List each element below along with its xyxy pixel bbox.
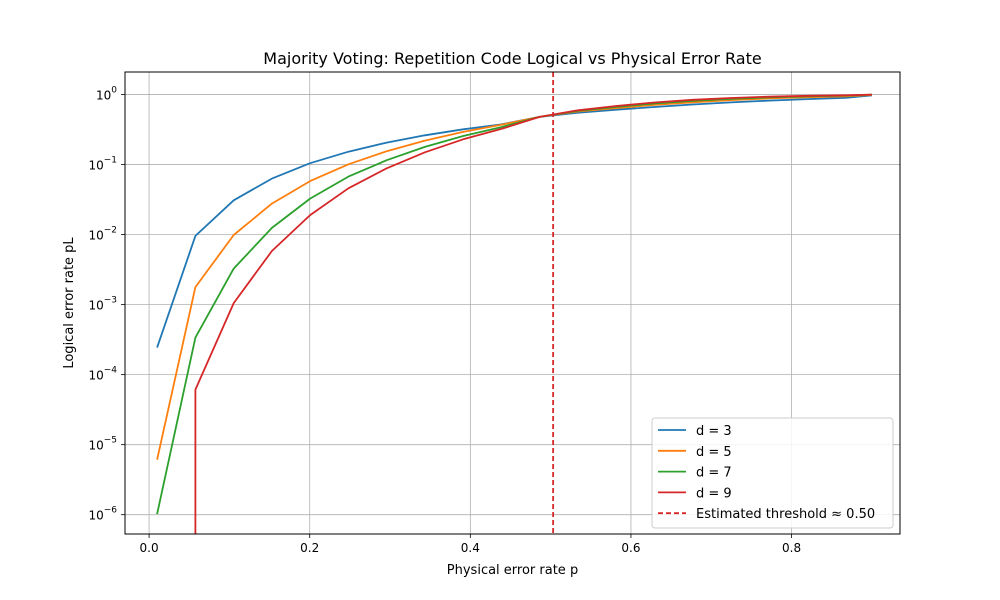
legend: d = 3 d = 5 d = 7 d = 9 Estimated threshold … [651,417,894,529]
x-tick-label: 0.6 [621,541,640,555]
y-tick-base: 10 [88,229,103,243]
axes-frame [124,71,901,535]
y-tick-exponent: −4 [104,366,118,376]
y-tick-base: 10 [88,369,103,383]
y-tick-label: 10−6 [88,506,117,523]
legend-label: Estimated threshold ≈ 0.50 [696,507,875,522]
x-tick-label: 0.0 [140,541,159,555]
legend-label: d = 7 [696,466,732,481]
x-tick-label: 0.8 [782,541,801,555]
y-tick-exponent: −5 [104,436,117,446]
series-line-d9 [194,93,872,534]
plot-lines [156,72,872,534]
y-tick-label: 10−3 [88,296,117,313]
legend-label: d = 9 [696,486,732,501]
y-tick-exponent: −2 [104,226,117,236]
legend-label: d = 5 [696,445,732,460]
y-tick-exponent: −1 [104,156,117,166]
x-tick-label: 0.4 [461,541,480,555]
y-axis-label: Logical error rate pL [62,237,77,369]
y-tick-exponent: −3 [104,296,117,306]
y-tick-label: 10−2 [88,226,117,243]
y-tick-label: 10−1 [88,156,117,173]
x-tick-label: 0.2 [300,541,319,555]
series-line-d5 [156,93,872,460]
y-tick-base: 10 [96,89,111,103]
y-tick-base: 10 [88,299,103,313]
y-tick-exponent: −6 [104,506,118,516]
x-axis-label: Physical error rate p [447,563,578,578]
y-tick-exponent: 0 [111,86,117,96]
y-tick-label: 100 [96,86,117,103]
y-tick-base: 10 [88,159,103,173]
y-tick-label: 10−5 [88,436,117,453]
y-tick-base: 10 [88,509,103,523]
y-tick-label: 10−4 [88,366,117,383]
chart-title: Majority Voting: Repetition Code Logical… [263,49,761,68]
y-tick-base: 10 [88,439,103,453]
legend-label: d = 3 [696,424,732,439]
ticks: 0.0 0.2 0.4 0.6 0.810010−110−210−310−410−510… [88,86,801,555]
legend-box [651,417,894,529]
plot-area [156,72,872,534]
